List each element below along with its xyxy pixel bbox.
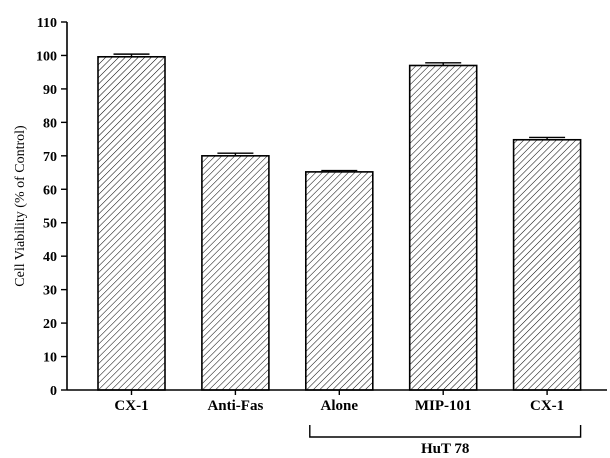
- y-tick-label: 50: [43, 217, 57, 232]
- y-axis-label: Cell Viability (% of Control): [13, 125, 28, 287]
- x-tick-label: Alone: [321, 398, 359, 414]
- y-tick-label: 10: [43, 351, 57, 366]
- bar: [512, 138, 582, 391]
- bar: [201, 155, 270, 391]
- y-tick-label: 40: [43, 250, 57, 265]
- bar: [304, 171, 374, 391]
- y-tick-label: 80: [43, 116, 57, 131]
- x-tick-label: Anti-Fas: [207, 398, 263, 414]
- x-tick-label: MIP-101: [415, 398, 472, 414]
- y-tick-label: 0: [50, 384, 57, 399]
- x-tick-label: CX-1: [114, 398, 148, 414]
- group-label: HuT 78: [421, 441, 470, 457]
- y-tick-label: 110: [37, 16, 57, 31]
- x-axis-ticks: CX-1 Anti-Fas Alone MIP-101 CX-1: [114, 390, 564, 414]
- group-brackets: HuT 78: [309, 425, 582, 457]
- x-tick-label: CX-1: [530, 398, 564, 414]
- y-axis-ticks: 0 10 20 30 40 50 60 70 80 90 100 110: [36, 16, 67, 399]
- y-tick-label: 20: [43, 317, 57, 332]
- y-tick-label: 100: [36, 49, 57, 64]
- bar: [408, 64, 478, 391]
- y-tick-label: 30: [43, 284, 57, 299]
- y-tick-label: 70: [43, 150, 57, 165]
- y-tick-label: 90: [43, 83, 57, 98]
- bars: [97, 53, 582, 391]
- bar: [97, 55, 166, 391]
- group-bracket: [309, 425, 582, 438]
- y-tick-label: 60: [43, 183, 57, 198]
